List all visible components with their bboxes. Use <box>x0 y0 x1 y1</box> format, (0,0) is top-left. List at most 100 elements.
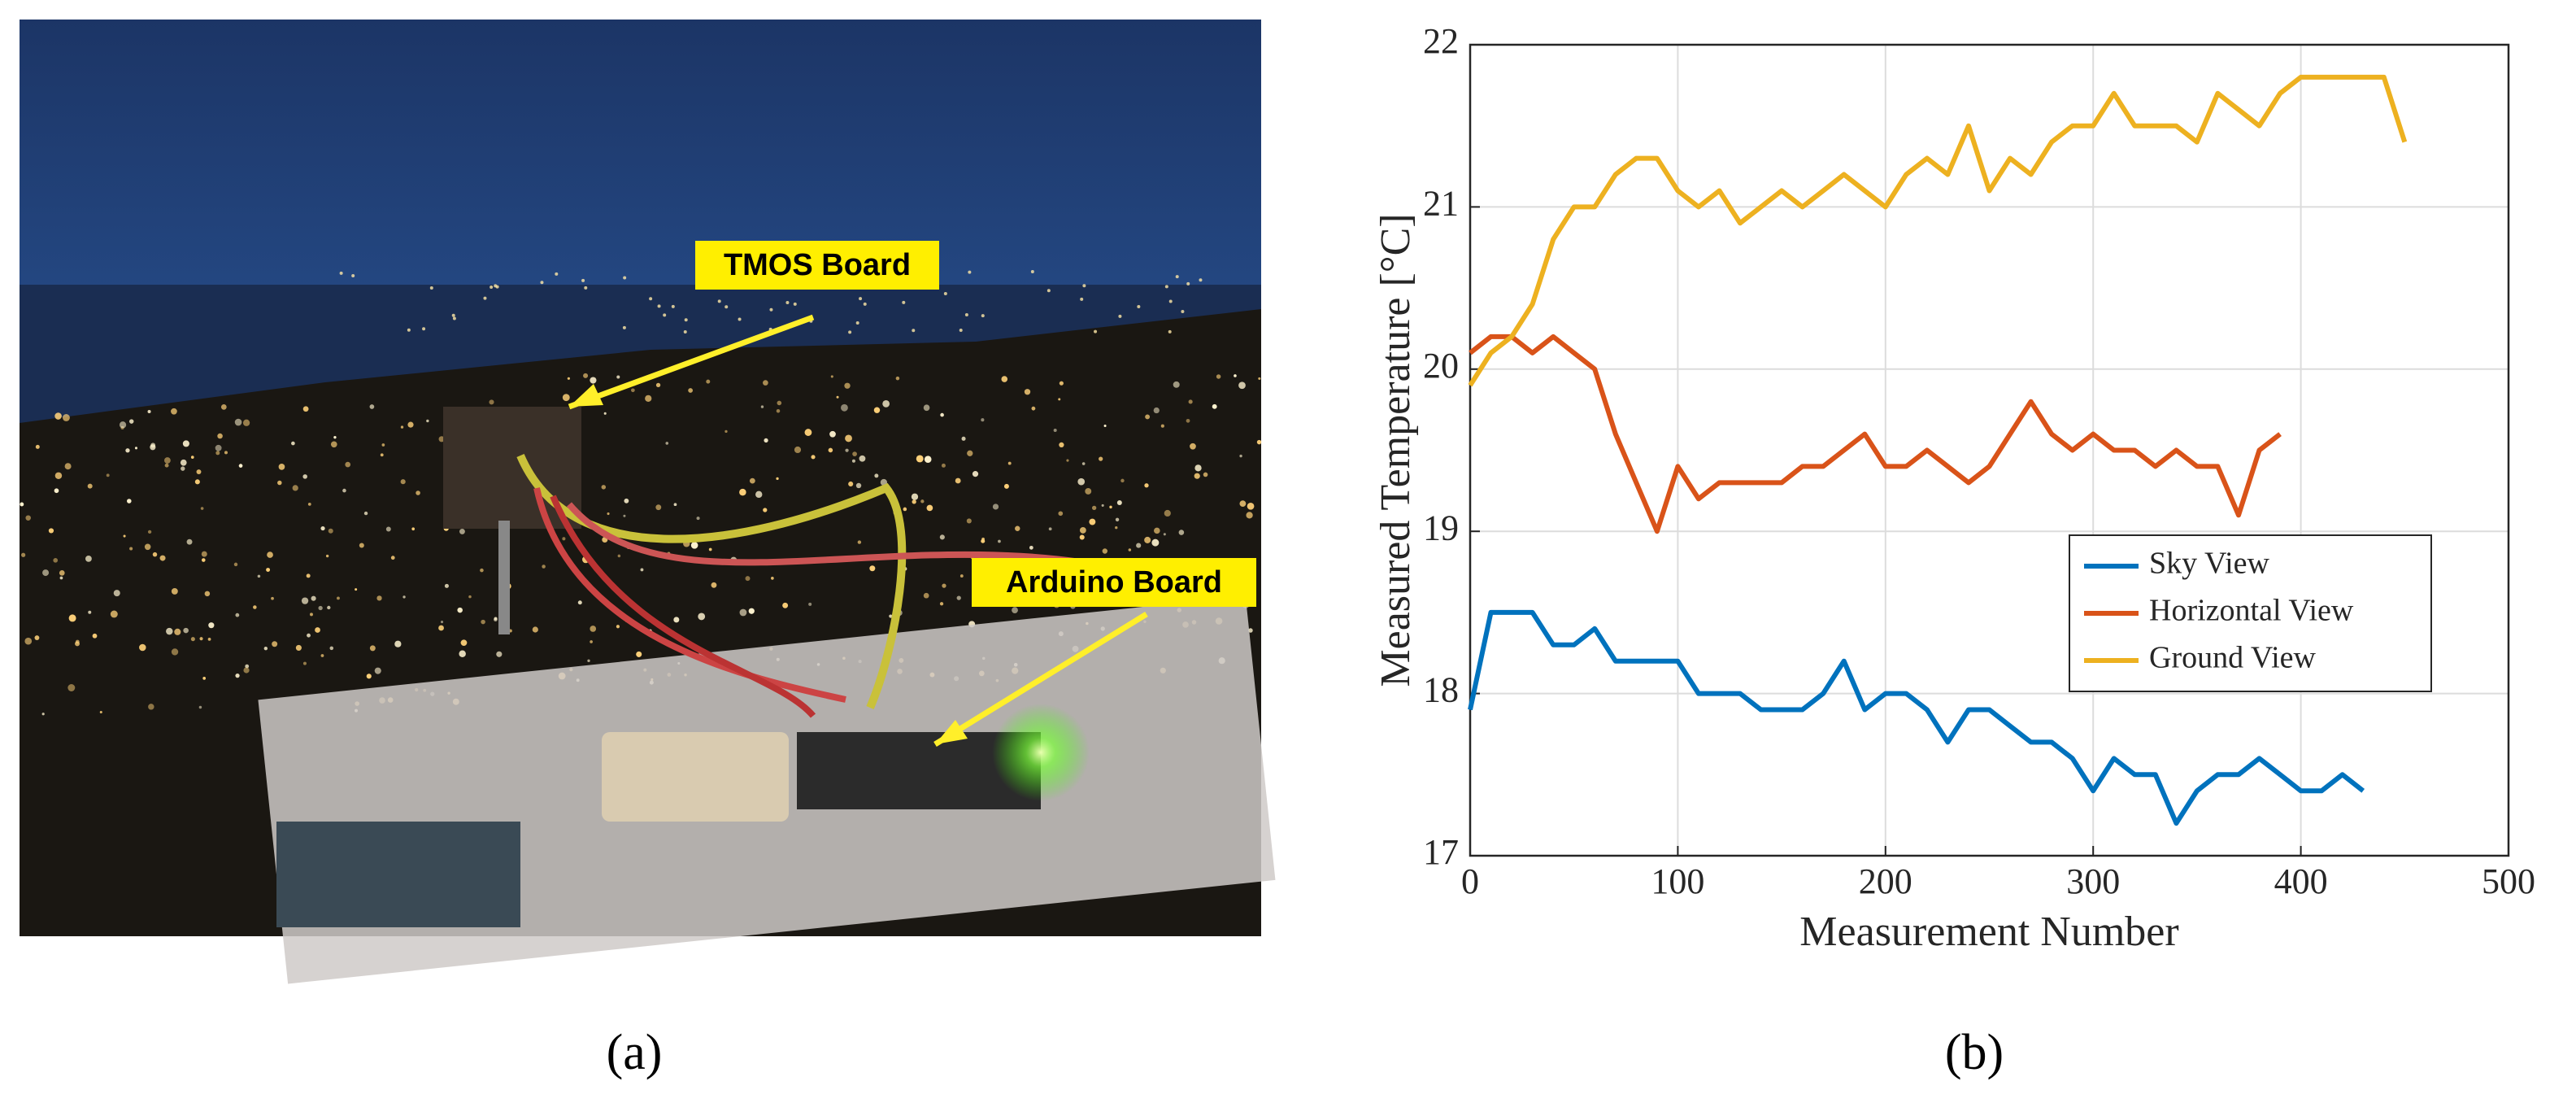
light <box>438 436 445 443</box>
light <box>911 493 919 500</box>
x-tick-label: 200 <box>1859 861 1912 901</box>
light <box>394 640 402 647</box>
light <box>967 450 973 456</box>
wire <box>566 502 1123 573</box>
light <box>671 304 675 308</box>
light <box>616 625 620 629</box>
light <box>171 408 177 415</box>
light <box>808 602 812 606</box>
light <box>649 297 653 301</box>
light <box>745 576 751 582</box>
legend-label: Horizontal View <box>2149 594 2354 628</box>
light <box>1059 381 1064 386</box>
light <box>1246 512 1253 519</box>
light <box>198 705 202 709</box>
light <box>1089 518 1096 525</box>
light <box>924 456 932 463</box>
light <box>400 479 406 485</box>
light <box>622 325 626 329</box>
light <box>217 433 223 439</box>
light <box>581 278 585 282</box>
light <box>874 473 879 478</box>
light <box>309 613 313 617</box>
light <box>182 440 189 447</box>
light <box>811 455 816 460</box>
light <box>1066 459 1069 462</box>
light <box>1077 477 1086 486</box>
light <box>128 419 134 424</box>
light <box>337 596 340 600</box>
light <box>981 314 985 318</box>
light <box>25 515 31 521</box>
light <box>1116 499 1122 505</box>
light <box>48 528 54 534</box>
light <box>345 461 351 468</box>
light <box>636 651 642 657</box>
light <box>882 399 890 408</box>
light <box>683 330 687 334</box>
light <box>318 605 323 611</box>
light <box>771 577 774 580</box>
y-tick-label: 19 <box>1423 508 1459 547</box>
light <box>1194 473 1200 479</box>
light <box>961 436 966 441</box>
light <box>174 628 181 635</box>
light <box>684 318 688 322</box>
light <box>330 441 337 448</box>
light <box>923 592 929 599</box>
light <box>87 483 93 489</box>
light <box>828 447 833 453</box>
light <box>902 300 906 304</box>
light <box>603 412 607 415</box>
light <box>590 377 597 384</box>
x-axis-label: Measurement Number <box>1799 909 2178 955</box>
annotation-box <box>695 241 939 290</box>
x-tick-label: 300 <box>2066 861 2120 901</box>
light <box>623 276 627 280</box>
light <box>794 446 802 454</box>
light <box>717 299 721 303</box>
light <box>1031 406 1036 411</box>
light <box>590 640 593 643</box>
light <box>64 463 72 470</box>
light <box>35 444 40 449</box>
light <box>855 482 862 489</box>
light <box>263 646 268 651</box>
light <box>1099 456 1103 461</box>
light <box>955 477 961 484</box>
light <box>150 443 156 448</box>
light <box>159 555 166 561</box>
light <box>1186 281 1190 286</box>
light <box>54 412 62 420</box>
light <box>616 375 620 379</box>
light <box>207 638 211 641</box>
light <box>180 459 187 466</box>
light <box>243 667 250 674</box>
light <box>381 443 385 447</box>
light <box>54 488 59 494</box>
light <box>238 464 243 468</box>
light <box>836 395 839 399</box>
light <box>912 499 916 504</box>
light <box>690 542 698 549</box>
light <box>1001 376 1008 382</box>
light <box>895 376 900 381</box>
light <box>119 421 127 429</box>
light <box>793 302 797 306</box>
light <box>1128 548 1132 552</box>
arrowhead <box>935 720 968 744</box>
light <box>1080 297 1084 301</box>
light <box>769 307 773 312</box>
light <box>845 434 852 443</box>
light <box>235 613 240 617</box>
light <box>1168 299 1173 303</box>
light <box>830 375 833 378</box>
gps-module <box>602 732 789 822</box>
y-tick-label: 21 <box>1423 183 1459 223</box>
light <box>1216 374 1221 379</box>
light <box>941 463 946 468</box>
light <box>777 400 782 406</box>
light <box>1168 329 1172 334</box>
light <box>708 547 712 552</box>
light <box>968 270 972 274</box>
